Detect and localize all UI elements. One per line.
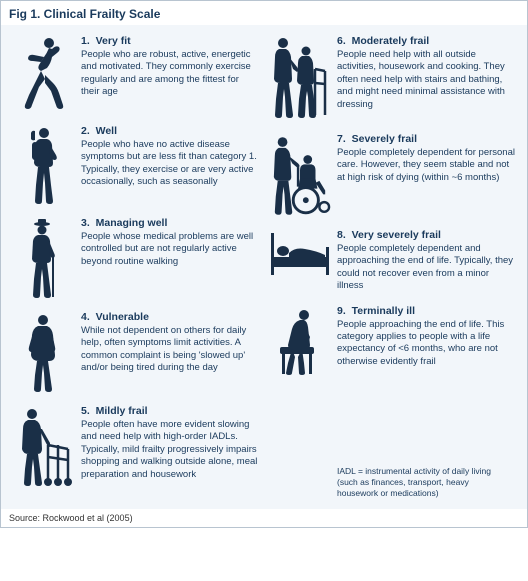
item-desc: People whose medical problems are well c…	[81, 231, 259, 268]
scale-item-3: 3. Managing well People whose medical pr…	[13, 217, 259, 299]
item-title: 2. Well	[81, 125, 259, 138]
assisted-walker-icon	[269, 35, 331, 121]
item-title: 7. Severely frail	[337, 133, 515, 146]
bed-icon	[269, 229, 331, 279]
item-text: 7. Severely frail People completely depe…	[331, 133, 515, 184]
item-desc: People often have more evident slowing a…	[81, 419, 259, 481]
figure-body: 1. Very fit People who are robust, activ…	[1, 25, 527, 509]
runner-icon	[13, 35, 75, 113]
item-desc: People who are robust, active, energetic…	[81, 49, 259, 98]
item-text: 6. Moderately frail People need help wit…	[331, 35, 515, 111]
wheelchair-assisted-icon	[269, 133, 331, 217]
item-desc: People completely dependent for personal…	[337, 147, 515, 184]
walker-backpack-icon	[13, 125, 75, 205]
scale-item-2: 2. Well People who have no active diseas…	[13, 125, 259, 205]
item-desc: While not dependent on others for daily …	[81, 325, 259, 374]
item-desc: People approaching the end of life. This…	[337, 319, 515, 368]
scale-item-4: 4. Vulnerable While not dependent on oth…	[13, 311, 259, 393]
item-title: 8. Very severely frail	[337, 229, 515, 242]
item-desc: People need help with all outside activi…	[337, 49, 515, 111]
clinical-frailty-figure: Fig 1. Clinical Frailty Scale	[0, 0, 528, 528]
item-title: 5. Mildly frail	[81, 405, 259, 418]
item-text: 1. Very fit People who are robust, activ…	[75, 35, 259, 99]
item-title: 9. Terminally ill	[337, 305, 515, 318]
scale-item-9: 9. Terminally ill People approaching the…	[269, 305, 515, 377]
item-text: 5. Mildly frail People often have more e…	[75, 405, 259, 481]
scale-item-1: 1. Very fit People who are robust, activ…	[13, 35, 259, 113]
item-title: 1. Very fit	[81, 35, 259, 48]
item-text: 4. Vulnerable While not dependent on oth…	[75, 311, 259, 375]
walker-frame-icon	[13, 405, 75, 489]
item-desc: People completely dependent and approach…	[337, 243, 515, 292]
item-title: 3. Managing well	[81, 217, 259, 230]
item-text: 9. Terminally ill People approaching the…	[331, 305, 515, 369]
footnote: IADL = instrumental activity of daily li…	[269, 466, 515, 501]
left-column: 1. Very fit People who are robust, activ…	[13, 35, 259, 501]
scale-item-8: 8. Very severely frail People completely…	[269, 229, 515, 293]
item-text: 8. Very severely frail People completely…	[331, 229, 515, 293]
item-text: 3. Managing well People whose medical pr…	[75, 217, 259, 268]
right-column: 6. Moderately frail People need help wit…	[269, 35, 515, 501]
scale-item-7: 7. Severely frail People completely depe…	[269, 133, 515, 217]
item-title: 6. Moderately frail	[337, 35, 515, 48]
figure-title: Fig 1. Clinical Frailty Scale	[1, 1, 527, 25]
item-text: 2. Well People who have no active diseas…	[75, 125, 259, 189]
source-citation: Source: Rockwood et al (2005)	[1, 509, 527, 527]
elderly-standing-icon	[13, 311, 75, 393]
scale-item-6: 6. Moderately frail People need help wit…	[269, 35, 515, 121]
walker-hat-icon	[13, 217, 75, 299]
seated-slumped-icon	[269, 305, 331, 377]
scale-item-5: 5. Mildly frail People often have more e…	[13, 405, 259, 489]
item-desc: People who have no active disease sympto…	[81, 139, 259, 188]
item-title: 4. Vulnerable	[81, 311, 259, 324]
